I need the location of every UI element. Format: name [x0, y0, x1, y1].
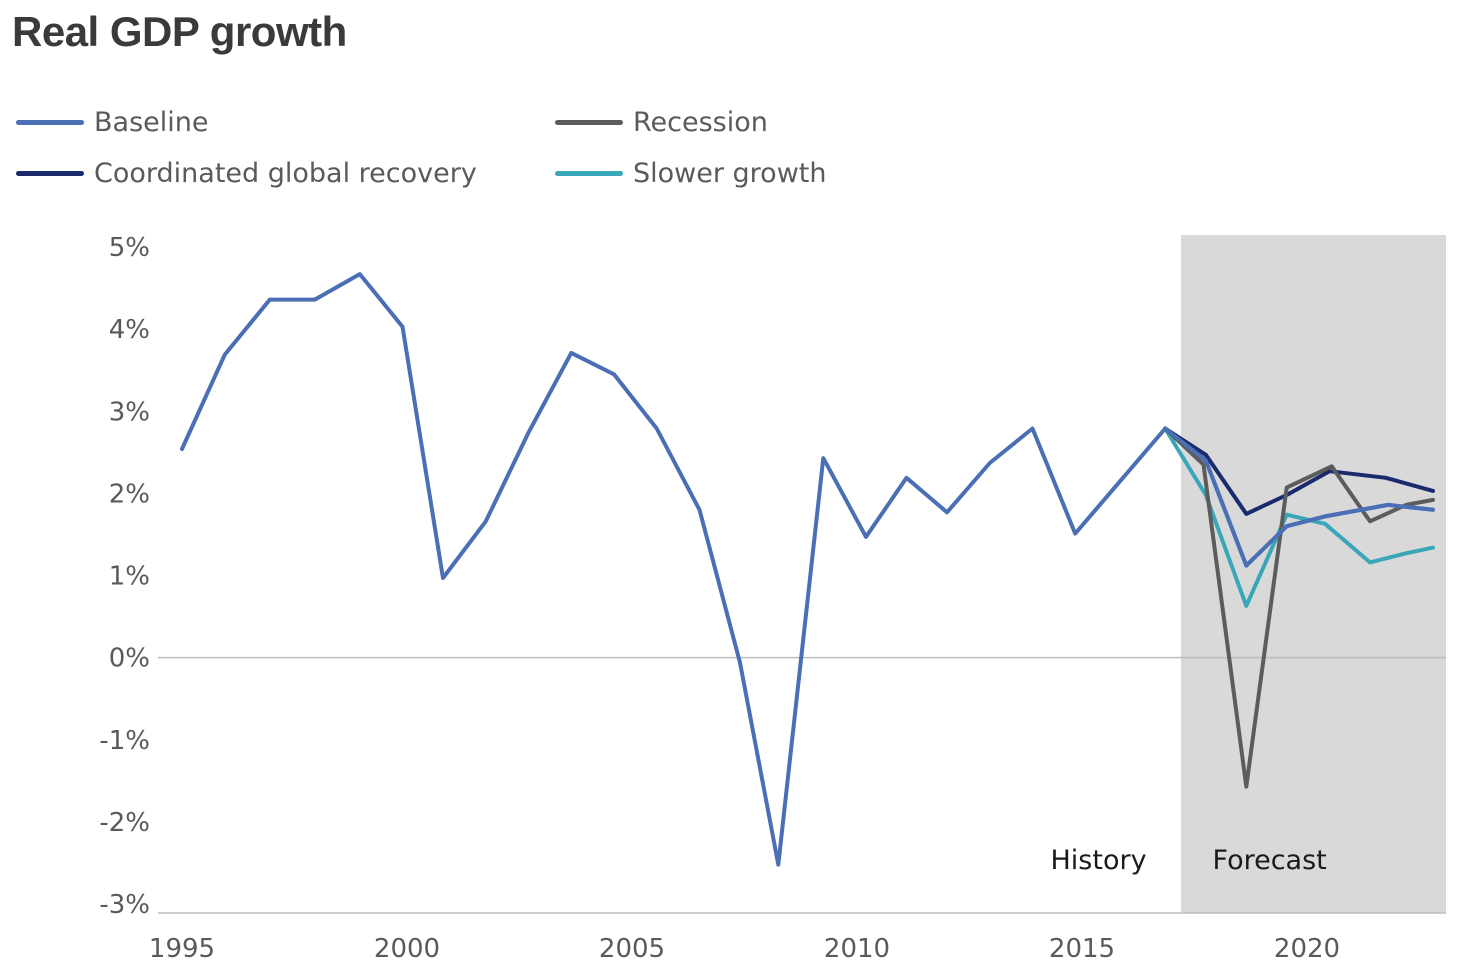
legend-swatch-coordinated-global-recovery: [16, 170, 84, 176]
y-tick-label: -2%: [99, 808, 150, 838]
legend-item-baseline: Baseline: [16, 100, 208, 144]
y-tick-label: 3%: [109, 397, 150, 427]
annotation-forecast: Forecast: [1213, 845, 1327, 876]
y-tick-label: 2%: [109, 479, 150, 509]
x-tick-label: 2020: [1274, 934, 1340, 964]
legend-item-slower-growth: Slower growth: [555, 151, 826, 195]
y-tick-label: 5%: [109, 233, 150, 263]
legend-label-slower-growth: Slower growth: [633, 157, 827, 189]
forecast-region: [1181, 235, 1446, 913]
legend-swatch-slower-growth: [555, 170, 623, 176]
y-tick-label: -1%: [99, 726, 150, 756]
legend-item-coordinated-global-recovery: Coordinated global recovery: [16, 151, 477, 195]
x-tick-label: 2000: [374, 934, 440, 964]
x-tick-label: 1995: [149, 934, 215, 964]
legend-label-coordinated-global-recovery: Coordinated global recovery: [94, 157, 477, 189]
legend-label-baseline: Baseline: [94, 106, 209, 138]
y-tick-label: 0%: [109, 644, 150, 674]
x-tick-label: 2005: [599, 934, 665, 964]
series-line-baseline: [1163, 426, 1435, 568]
y-tick-label: 4%: [109, 315, 150, 345]
legend-swatch-recession: [555, 119, 623, 125]
legend-swatch-baseline: [16, 119, 84, 125]
y-tick-label: -3%: [99, 890, 150, 920]
y-tick-label: 1%: [109, 562, 150, 592]
annotation-history: History: [1051, 845, 1147, 876]
chart-legend: Baseline Recession Coordinated global re…: [16, 100, 916, 210]
legend-item-recession: Recession: [555, 100, 768, 144]
chart-title: Real GDP growth: [12, 8, 347, 55]
x-tick-label: 2010: [824, 934, 890, 964]
x-tick-label: 2015: [1049, 934, 1115, 964]
legend-label-recession: Recession: [633, 106, 768, 138]
